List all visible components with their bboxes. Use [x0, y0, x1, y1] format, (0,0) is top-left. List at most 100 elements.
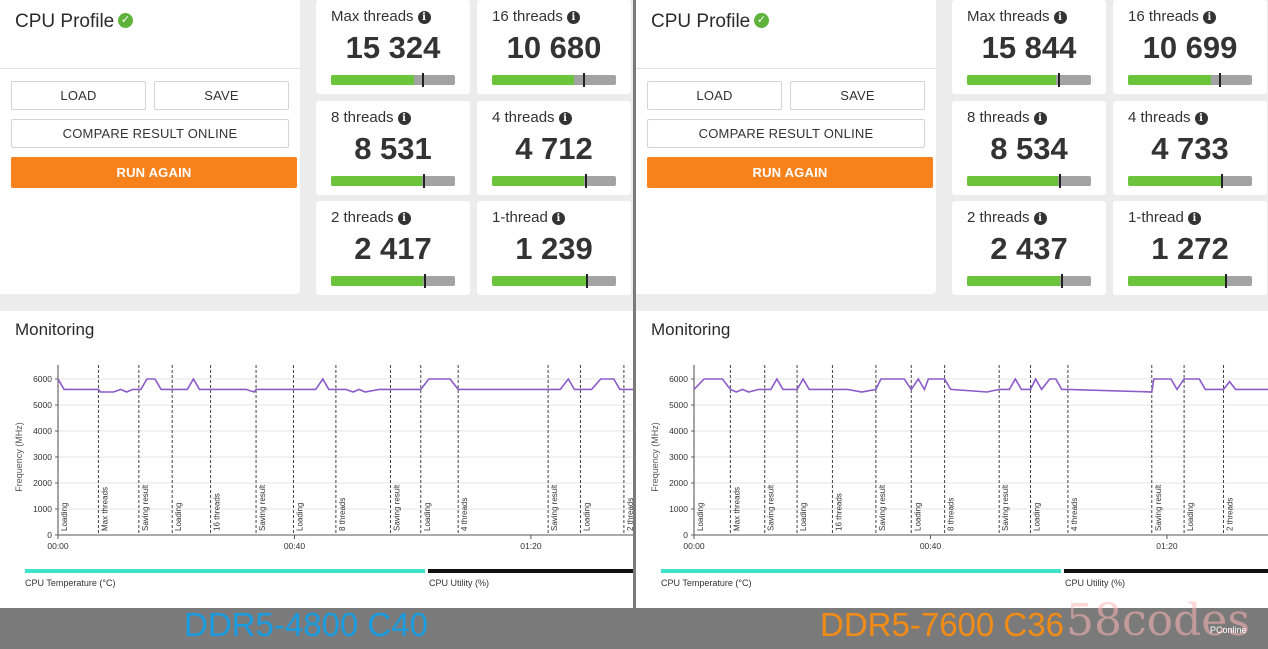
monitoring-title: Monitoring — [651, 320, 731, 339]
score-bar-marker — [1057, 73, 1060, 87]
benchmark-panel-left: CPU Profile ✓ LOAD SAVE COMPARE RESULT ONLIN… — [0, 0, 634, 608]
x-tick-label: 01:20 — [1156, 541, 1178, 551]
utility-legend-label: CPU Utility (%) — [429, 578, 489, 588]
score-bar — [967, 75, 1091, 85]
score-value: 2 437 — [990, 231, 1068, 266]
event-marker-label: Loading — [174, 503, 183, 531]
run-again-button[interactable]: RUN AGAIN — [11, 157, 297, 188]
score-bar — [331, 176, 455, 186]
temperature-legend-label: CPU Temperature (°C) — [661, 578, 752, 588]
event-marker-label: Saving result — [1154, 484, 1163, 531]
event-marker-label: Loading — [582, 503, 591, 531]
event-marker-label: Loading — [1033, 503, 1042, 531]
compare-result-online-button[interactable]: COMPARE RESULT ONLINE — [647, 119, 925, 148]
score-label-text: 8 threads — [331, 109, 394, 126]
info-icon[interactable]: i — [397, 112, 411, 125]
monitoring-title: Monitoring — [15, 320, 95, 339]
score-card: 8 threads i 8 531 — [316, 101, 470, 195]
event-marker-label: Loading — [423, 503, 432, 531]
utility-legend-bar[interactable] — [428, 569, 634, 573]
score-value: 4 712 — [515, 131, 593, 166]
score-card: 8 threads i 8 534 — [952, 101, 1106, 195]
monitoring-card: Monitoring Frequency (MHz) 6000 5000 4000 300… — [0, 311, 634, 608]
score-bar-fill — [967, 176, 1058, 186]
compare-result-online-button[interactable]: COMPARE RESULT ONLINE — [11, 119, 289, 148]
y-axis-label: Frequency (MHz) — [650, 422, 660, 492]
load-button[interactable]: LOAD — [647, 81, 782, 110]
score-label-text: 1-thread — [492, 209, 548, 226]
event-marker-label: Saving result — [258, 484, 267, 531]
info-icon[interactable]: i — [566, 11, 580, 24]
score-bar — [492, 176, 616, 186]
run-again-button[interactable]: RUN AGAIN — [647, 157, 933, 188]
score-value: 10 680 — [506, 30, 602, 65]
score-bar-fill — [331, 75, 415, 85]
score-bar-marker — [586, 274, 589, 288]
caption-left: DDR5-4800 C40 — [184, 606, 428, 643]
temperature-legend-bar[interactable] — [25, 569, 425, 573]
score-bar-fill — [967, 276, 1060, 286]
score-label: Max threads i — [331, 8, 431, 25]
score-value: 8 534 — [990, 131, 1068, 166]
score-bar — [331, 276, 455, 286]
check-circle-icon: ✓ — [754, 13, 769, 28]
event-marker-label: Max threads — [732, 487, 741, 531]
frequency-series-line — [57, 377, 634, 393]
info-icon[interactable]: i — [1202, 11, 1216, 24]
score-bar-marker — [1221, 174, 1224, 188]
watermark: 58codes — [1066, 595, 1250, 646]
score-bar-fill — [967, 75, 1057, 85]
score-value: 1 272 — [1151, 231, 1229, 266]
info-icon[interactable]: i — [1187, 212, 1201, 225]
score-label-text: 8 threads — [967, 109, 1030, 126]
score-bar-marker — [1224, 274, 1227, 288]
info-icon[interactable]: i — [1033, 112, 1047, 125]
score-card: 16 threads i 10 699 — [1113, 0, 1267, 94]
save-button[interactable]: SAVE — [790, 81, 925, 110]
credit-label: PConline — [1210, 625, 1247, 635]
event-marker-label: Loading — [913, 503, 922, 531]
score-bar-fill — [492, 75, 574, 85]
score-label: 4 threads i — [492, 109, 572, 126]
utility-legend-label: CPU Utility (%) — [1065, 578, 1125, 588]
info-icon[interactable]: i — [551, 212, 565, 225]
info-icon[interactable]: i — [1194, 112, 1208, 125]
score-bar — [1128, 75, 1252, 85]
info-icon[interactable]: i — [558, 112, 572, 125]
temperature-legend-bar[interactable] — [661, 569, 1061, 573]
score-value: 1 239 — [515, 231, 593, 266]
score-value: 8 531 — [354, 131, 432, 166]
y-tick-label: 1000 — [33, 504, 52, 514]
x-tick-label: 00:00 — [47, 541, 69, 551]
event-marker-label: Loading — [799, 503, 808, 531]
info-icon[interactable]: i — [1033, 212, 1047, 225]
y-tick-label: 6000 — [33, 374, 52, 384]
y-tick-label: 2000 — [669, 478, 688, 488]
y-axis-label: Frequency (MHz) — [14, 422, 24, 492]
info-icon[interactable]: i — [397, 212, 411, 225]
y-tick-label: 5000 — [33, 400, 52, 410]
x-tick-label: 00:40 — [920, 541, 942, 551]
event-marker-label: Loading — [696, 503, 705, 531]
utility-legend-bar[interactable] — [1064, 569, 1268, 573]
info-icon[interactable]: i — [1053, 11, 1067, 24]
y-tick-label: 4000 — [33, 426, 52, 436]
score-card: 16 threads i 10 680 — [477, 0, 631, 94]
check-circle-icon: ✓ — [118, 13, 133, 28]
score-label: 8 threads i — [331, 109, 411, 126]
event-marker-label: Saving result — [392, 484, 401, 531]
event-marker-label: Saving result — [878, 484, 887, 531]
y-tick-label: 0 — [683, 530, 688, 540]
score-bar-marker — [1218, 73, 1221, 87]
event-marker-label: 16 threads — [834, 493, 843, 531]
event-marker-label: Saving result — [1001, 484, 1010, 531]
event-marker-label: Saving result — [550, 484, 559, 531]
save-button[interactable]: SAVE — [154, 81, 289, 110]
load-button[interactable]: LOAD — [11, 81, 146, 110]
info-icon[interactable]: i — [417, 11, 431, 24]
event-marker-label: 16 threads — [213, 493, 222, 531]
event-marker-label: 2 threads — [626, 498, 634, 531]
score-label-text: 16 threads — [492, 8, 563, 25]
score-bar-marker — [424, 274, 427, 288]
score-label-text: Max threads — [967, 8, 1050, 25]
